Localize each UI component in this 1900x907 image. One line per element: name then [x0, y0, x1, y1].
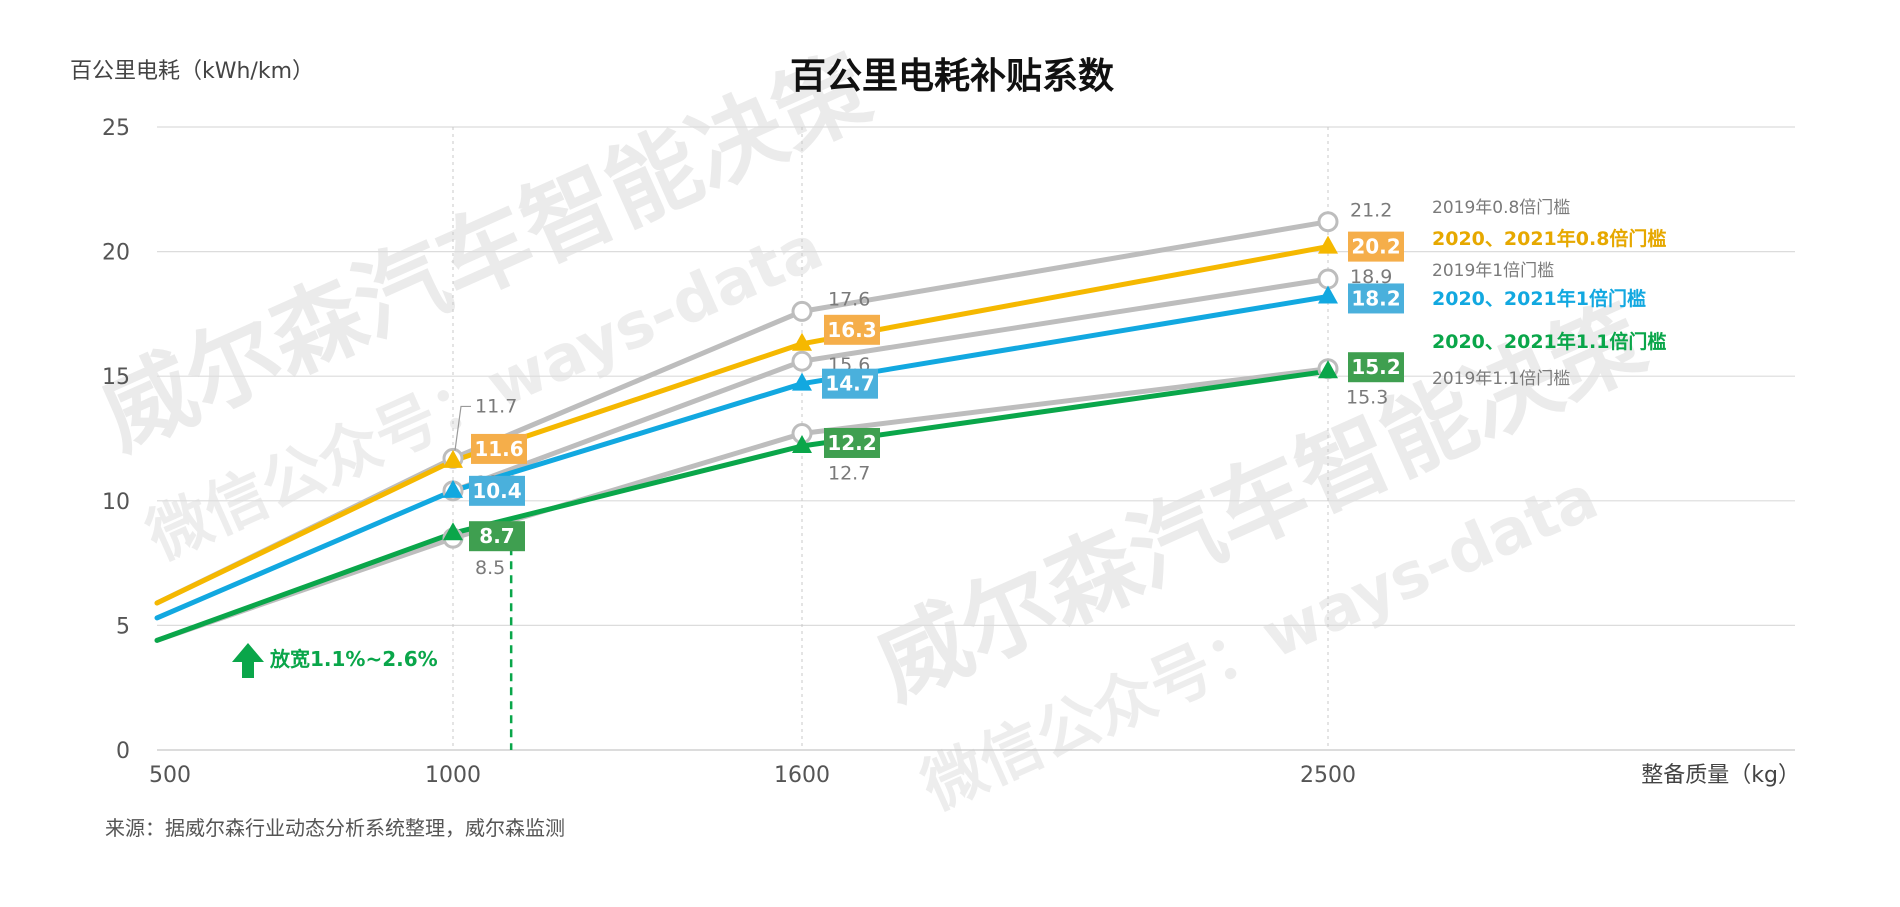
- circle-marker-icon: [1317, 211, 1339, 233]
- data-label: 15.2: [1351, 355, 1400, 379]
- data-label-box: [824, 314, 880, 345]
- triangle-marker-icon: [1318, 285, 1338, 304]
- x-tick-label: 2500: [1300, 763, 1356, 788]
- series-line: [154, 294, 1331, 621]
- triangle-marker-icon: [792, 372, 812, 391]
- legend-label: 2020、2021年1.1倍门槛: [1432, 330, 1666, 353]
- data-label-box: [822, 368, 878, 399]
- triangle-marker-icon: [792, 332, 812, 351]
- leader-line: [454, 405, 471, 451]
- legend-label: 2019年1倍门槛: [1432, 261, 1554, 281]
- y-ticks: 0 5 10 15 20 25: [102, 116, 130, 764]
- x-tick-label: 500: [149, 763, 191, 788]
- data-label: 8.7: [479, 524, 514, 548]
- legend: 2019年0.8倍门槛 2020、2021年0.8倍门槛 2019年1倍门槛 2020…: [1432, 198, 1666, 389]
- y-tick-label: 5: [116, 614, 130, 639]
- circle-marker-icon: [791, 300, 813, 322]
- triangle-marker-icon: [443, 479, 463, 498]
- y-tick-label: 20: [102, 241, 130, 266]
- data-label: 11.7: [475, 395, 517, 417]
- circle-marker-icon: [1317, 268, 1339, 290]
- data-label: 12.2: [827, 431, 876, 455]
- y-tick-label: 25: [102, 116, 130, 141]
- data-label: 11.6: [474, 437, 523, 461]
- series-line: [154, 244, 1331, 606]
- series-group: [154, 211, 1339, 643]
- data-label: 20.2: [1351, 235, 1400, 259]
- triangle-marker-icon: [1318, 360, 1338, 379]
- y-axis-label: 百公里电耗（kWh/km）: [70, 59, 314, 84]
- relax-note: 放宽1.1%~2.6%: [269, 647, 438, 671]
- data-label: 10.4: [472, 479, 521, 503]
- data-labels: 11.717.621.211.616.320.210.415.618.910.4…: [454, 200, 1404, 579]
- x-tick-label: 1000: [425, 763, 481, 788]
- data-label-box: [1348, 231, 1404, 262]
- data-label: 12.7: [828, 463, 870, 485]
- legend-label: 2019年1.1倍门槛: [1432, 369, 1570, 389]
- data-label: 18.2: [1351, 286, 1400, 310]
- data-label-box: [1348, 283, 1404, 314]
- triangle-marker-icon: [443, 522, 463, 541]
- y-tick-label: 15: [102, 365, 130, 390]
- data-label: 8.5: [475, 557, 505, 579]
- series-line: [154, 368, 1331, 643]
- x-axis-label: 整备质量（kg）: [1641, 763, 1800, 788]
- relax-annotation: 放宽1.1%~2.6%: [232, 643, 438, 678]
- data-label-box: [469, 475, 525, 506]
- data-label-box: [471, 433, 527, 464]
- data-label-box: [469, 521, 525, 552]
- data-label: 21.2: [1350, 200, 1392, 222]
- x-tick-label: 1600: [774, 763, 830, 788]
- up-arrow-icon: [232, 643, 264, 678]
- chart-title: 百公里电耗补贴系数: [790, 56, 1114, 97]
- y-tick-label: 10: [102, 490, 130, 515]
- data-label: 16.3: [827, 318, 876, 342]
- data-label-box: [1348, 352, 1404, 383]
- triangle-marker-icon: [792, 434, 812, 453]
- legend-label: 2019年0.8倍门槛: [1432, 198, 1570, 218]
- source-note: 来源：据威尔森行业动态分析系统整理，威尔森监测: [105, 816, 565, 840]
- data-label: 17.6: [828, 288, 870, 310]
- grid: [157, 126, 1795, 751]
- circle-marker-icon: [791, 350, 813, 372]
- x-ticks: 500 1000 1600 2500: [149, 763, 1356, 788]
- data-label: 14.7: [825, 372, 874, 396]
- triangle-marker-icon: [1318, 235, 1338, 254]
- triangle-marker-icon: [443, 449, 463, 468]
- y-tick-label: 0: [116, 739, 130, 764]
- legend-label: 2020、2021年0.8倍门槛: [1432, 227, 1666, 250]
- data-label: 18.9: [1350, 266, 1392, 288]
- data-label-box: [824, 427, 880, 458]
- data-label: 15.3: [1346, 387, 1388, 409]
- legend-label: 2020、2021年1倍门槛: [1432, 287, 1646, 310]
